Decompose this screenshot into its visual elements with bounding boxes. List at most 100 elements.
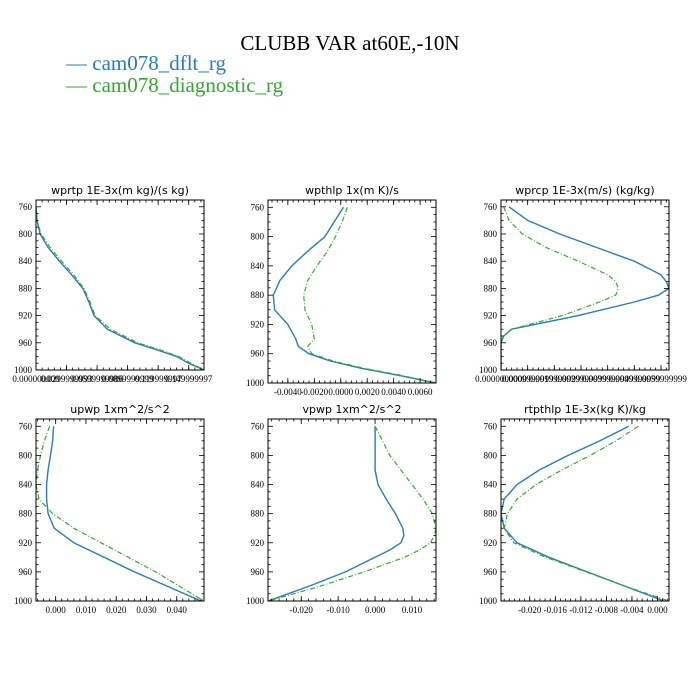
x-tick-label: -0.020 xyxy=(290,605,314,615)
y-tick-label: 1000 xyxy=(479,596,498,606)
panel-title: wprcp 1E-3x(m/s) (kg/kg) xyxy=(515,184,654,197)
y-tick-label: 800 xyxy=(484,450,498,460)
panel-1: wprtp 1E-3x(m kg)/(s kg) 760 800 840 880 920 9… xyxy=(12,184,212,384)
x-tick-label: -0.012 xyxy=(569,605,592,615)
y-tick-label: 880 xyxy=(484,283,498,293)
y-tick-label: 1000 xyxy=(246,378,265,388)
x-tick-label: 0.0039999999 xyxy=(582,374,634,384)
panel-4: upwp 1xm^2/s^2 760 800 840 880 920 960 1000 0.00… xyxy=(14,403,205,615)
panel-5: vpwp 1xm^2/s^2 760 800 840 880 920 960 1000 -0.0… xyxy=(246,403,437,615)
series-line-dflt xyxy=(272,206,436,383)
y-tick-label: 880 xyxy=(251,509,265,519)
y-tick-label: 960 xyxy=(484,567,498,577)
y-tick-label: 920 xyxy=(251,538,265,548)
x-tick-label: 0.0029999999 xyxy=(555,374,607,384)
plot-frame xyxy=(35,199,205,371)
x-tick-label: 0.040 xyxy=(167,605,188,615)
y-tick-label: 760 xyxy=(19,202,33,212)
series-line-dflt xyxy=(36,206,204,370)
x-tick-label: 0.010 xyxy=(402,605,423,615)
x-tick-label: 0.010 xyxy=(76,605,97,615)
x-tick-label: 0.000 xyxy=(365,605,386,615)
x-tick-label: 0.000 xyxy=(46,605,67,615)
x-tick-label: 0.020 xyxy=(106,605,127,615)
x-tick-label: 0.0899999999 xyxy=(102,374,154,384)
panel-title: rtpthlp 1E-3x(kg K)/kg xyxy=(524,403,646,416)
figure-title: CLUBB VAR at60E,-10N xyxy=(240,31,459,55)
y-tick-label: 880 xyxy=(19,283,33,293)
x-tick-label: 0.0009999999 xyxy=(502,374,554,384)
y-tick-label: 760 xyxy=(484,202,498,212)
y-tick-label: 880 xyxy=(484,509,498,519)
legend: — cam078_dflt_rg — cam078_diagnostic_rg xyxy=(65,51,284,97)
panel-title: wpthlp 1x(m K)/s xyxy=(305,184,399,197)
series-line-dflt xyxy=(501,425,665,601)
x-tick-label: 0.0020 xyxy=(355,387,380,397)
plot-frame xyxy=(500,199,670,371)
x-tick-label: 0.119999997 xyxy=(135,374,182,384)
x-tick-label: -0.0020 xyxy=(300,387,328,397)
x-tick-label: -0.020 xyxy=(518,605,542,615)
y-tick-label: 800 xyxy=(19,450,33,460)
y-tick-label: 960 xyxy=(19,567,33,577)
y-tick-label: 840 xyxy=(19,480,33,490)
y-tick-label: 960 xyxy=(251,349,265,359)
plot-frame xyxy=(267,199,437,384)
y-tick-label: 760 xyxy=(251,421,265,431)
y-tick-label: 760 xyxy=(251,202,265,212)
x-tick-label: 0.000 xyxy=(647,605,668,615)
legend-entry-diagnostic: — cam078_diagnostic_rg xyxy=(65,73,284,97)
x-tick-label: 0.0059999999 xyxy=(635,374,687,384)
x-tick-label: 0.000000000 xyxy=(12,374,60,384)
x-tick-label: -0.0040 xyxy=(274,387,302,397)
y-tick-label: 880 xyxy=(19,509,33,519)
legend-entry-dflt: — cam078_dflt_rg xyxy=(65,51,227,75)
x-tick-label: -0.016 xyxy=(544,605,568,615)
x-tick-label: -0.008 xyxy=(595,605,619,615)
plot-frame xyxy=(267,418,437,602)
x-tick-label: 0.0299999993 xyxy=(41,374,93,384)
y-tick-label: 840 xyxy=(19,256,33,266)
series-line-dflt xyxy=(501,206,669,370)
series-line-diagnostic xyxy=(36,426,204,601)
x-tick-label: 0.0019999999 xyxy=(528,374,580,384)
y-tick-label: 760 xyxy=(19,421,33,431)
series-line-diagnostic xyxy=(268,426,436,601)
y-tick-label: 800 xyxy=(251,450,265,460)
panel-title: wprtp 1E-3x(m kg)/(s kg) xyxy=(51,184,189,197)
panel-title: vpwp 1xm^2/s^2 xyxy=(302,403,401,416)
x-tick-label: 0.149999997 xyxy=(165,374,213,384)
y-tick-label: 1000 xyxy=(479,365,498,375)
x-tick-label: 0.0060 xyxy=(408,387,433,397)
y-tick-label: 840 xyxy=(484,480,498,490)
y-tick-label: 840 xyxy=(484,256,498,266)
legend-label-dflt: cam078_dflt_rg xyxy=(92,51,226,75)
y-tick-label: 920 xyxy=(484,311,498,321)
y-tick-label: 800 xyxy=(251,232,265,242)
y-tick-label: 920 xyxy=(251,319,265,329)
panels: wprtp 1E-3x(m kg)/(s kg) 760 800 840 880 920 9… xyxy=(12,184,687,615)
y-tick-label: 920 xyxy=(19,311,33,321)
y-tick-label: 1000 xyxy=(14,365,33,375)
y-tick-label: 960 xyxy=(484,338,498,348)
y-tick-label: 1000 xyxy=(14,596,33,606)
y-tick-label: 880 xyxy=(251,290,265,300)
panel-2: wpthlp 1x(m K)/s 760 800 840 880 920 960 1000 -0… xyxy=(246,184,437,397)
panel-6: rtpthlp 1E-3x(kg K)/kg 760 800 840 880 920 960… xyxy=(479,403,670,615)
panel-title: upwp 1xm^2/s^2 xyxy=(70,403,170,416)
y-tick-label: 800 xyxy=(19,229,33,239)
series-line-diagnostic xyxy=(501,206,619,370)
y-tick-label: 800 xyxy=(484,229,498,239)
y-tick-label: 840 xyxy=(251,261,265,271)
y-tick-label: 920 xyxy=(19,538,33,548)
series-line-diagnostic xyxy=(303,207,436,383)
y-tick-label: 1000 xyxy=(246,596,265,606)
y-tick-label: 840 xyxy=(251,480,265,490)
y-tick-label: 960 xyxy=(251,567,265,577)
y-tick-label: 960 xyxy=(19,338,33,348)
x-tick-label: 0.0049999999 xyxy=(608,374,660,384)
x-tick-label: -0.004 xyxy=(620,605,644,615)
legend-label-diagnostic: cam078_diagnostic_rg xyxy=(92,73,283,97)
x-tick-label: 0.0000000000 xyxy=(475,374,527,384)
